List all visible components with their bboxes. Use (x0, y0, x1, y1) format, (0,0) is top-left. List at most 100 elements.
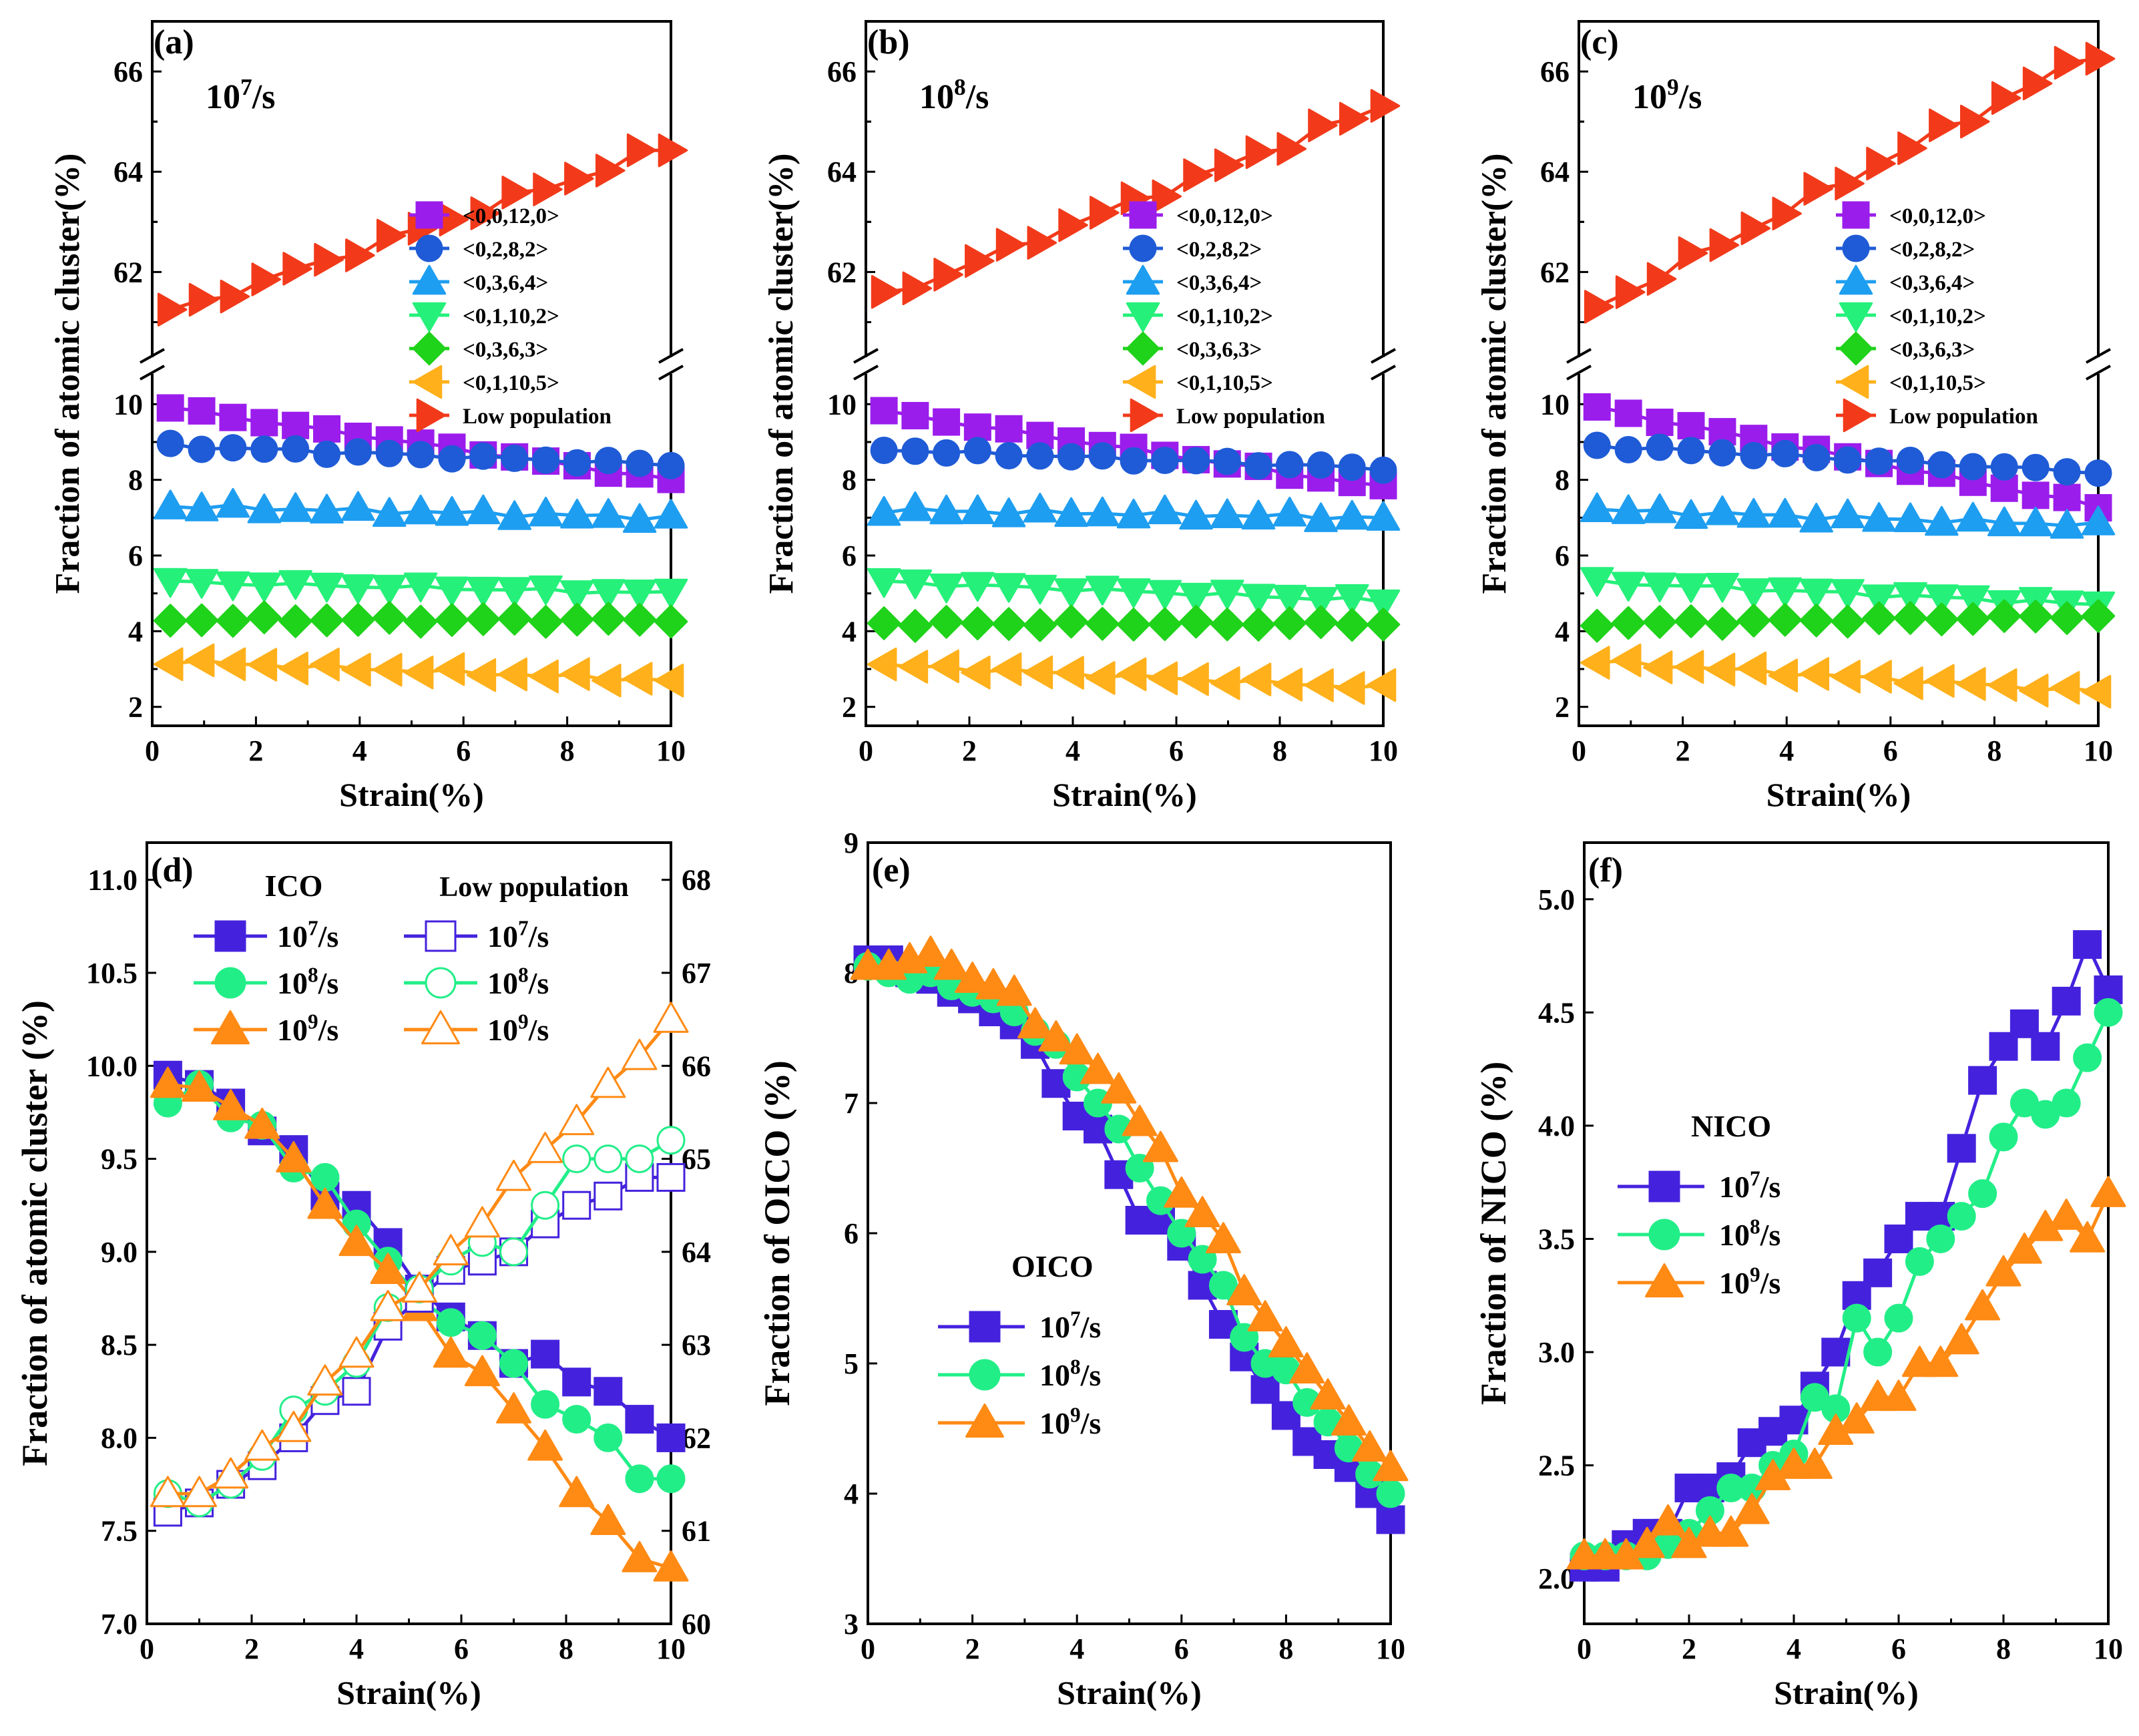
data-point (1614, 399, 1642, 427)
x-tick-label: 0 (140, 1633, 154, 1665)
data-point (1101, 1072, 1137, 1104)
data-point (1799, 657, 1829, 691)
axis-break-mark (1371, 365, 1396, 381)
data-point (1736, 578, 1771, 608)
data-point (370, 1289, 406, 1321)
data-point (1027, 226, 1057, 260)
data-point (344, 438, 372, 466)
data-point (1304, 502, 1338, 532)
data-point (963, 437, 991, 465)
data-point (1247, 1300, 1283, 1331)
data-point (898, 569, 933, 600)
data-point (1985, 1255, 2022, 1287)
data-point (1646, 262, 1677, 296)
y-tick-label: 62 (827, 256, 857, 288)
y-tick-label: 62 (113, 256, 143, 288)
data-point (1990, 453, 2018, 481)
data-point (991, 573, 1026, 603)
data-point (1862, 584, 1896, 614)
data-point (1642, 572, 1677, 603)
data-point (250, 435, 278, 463)
data-point (1768, 577, 1803, 608)
data-point (1308, 108, 1338, 142)
y-tick-label: 4.5 (1538, 996, 1575, 1029)
data-point (1893, 502, 1927, 532)
data-point (1615, 275, 1646, 309)
y-tick-label: 9.5 (101, 1143, 138, 1176)
data-point (1054, 604, 1088, 639)
data-point (497, 500, 531, 530)
data-point (313, 415, 341, 443)
data-point (593, 1144, 623, 1174)
legend-marker (1130, 398, 1160, 433)
data-point (1893, 582, 1927, 612)
data-point (1245, 135, 1276, 170)
data-point (247, 648, 278, 682)
data-point (653, 1002, 689, 1033)
x-tick-label: 2 (248, 734, 263, 767)
x-tick-label: 10 (656, 1633, 686, 1665)
data-point (276, 1141, 312, 1172)
data-point (1674, 573, 1708, 604)
data-point (933, 439, 961, 467)
data-point (562, 1190, 591, 1220)
x-tick-label: 6 (1891, 1633, 1906, 1665)
data-point (2085, 41, 2116, 76)
data-point (1678, 236, 1708, 270)
data-point (1734, 1492, 1770, 1524)
data-point (1241, 584, 1276, 614)
data-point (2048, 1199, 2084, 1230)
data-point (435, 603, 469, 637)
data-point (870, 437, 898, 465)
data-point (403, 572, 438, 603)
legend-label: 107/s (277, 917, 338, 953)
data-point (184, 643, 215, 678)
data-point (247, 493, 282, 523)
data-point (1583, 431, 1611, 459)
data-point (1925, 602, 1959, 636)
data-point (1366, 668, 1397, 702)
data-point (1740, 211, 1771, 246)
data-point (591, 579, 626, 609)
data-point (469, 442, 497, 470)
data-point (153, 604, 188, 638)
data-point (1803, 443, 1831, 471)
legend-label: <0,3,6,4> (463, 271, 548, 295)
legend-label: 108/s (1719, 1215, 1780, 1252)
x-tick-label: 4 (1779, 734, 1794, 767)
data-point (2052, 986, 2081, 1016)
data-point (898, 491, 933, 521)
x-tick-label: 0 (1577, 1633, 1592, 1665)
data-point (654, 663, 684, 698)
data-point (282, 411, 310, 439)
data-point (559, 1476, 595, 1508)
data-point (1151, 447, 1179, 475)
x-tick-label: 8 (1278, 1633, 1293, 1665)
data-point (2050, 601, 2084, 635)
data-point (531, 1339, 560, 1369)
data-point (1896, 447, 1924, 475)
legend-label: Low population (463, 405, 612, 429)
data-point (594, 447, 622, 475)
data-point (1709, 228, 1740, 262)
data-point (1307, 451, 1335, 479)
data-point (219, 434, 247, 462)
data-point (531, 1389, 560, 1419)
legend-label: 109/s (277, 1010, 338, 1047)
data-point (310, 493, 344, 524)
y2-tick-label: 62 (682, 1422, 711, 1454)
data-point (1863, 1258, 1893, 1287)
y2-tick-label: 60 (682, 1608, 711, 1641)
data-point (591, 663, 622, 698)
data-point (1276, 451, 1304, 479)
y-tick-label: 7.0 (101, 1608, 138, 1641)
data-point (975, 968, 1011, 1000)
data-point (1241, 499, 1276, 529)
axis-frame-top (1578, 20, 2100, 357)
data-point (533, 172, 563, 206)
data-point (433, 1234, 469, 1266)
legend-marker (1839, 264, 1873, 295)
y-tick-label: 2 (128, 691, 143, 724)
panel-label: (c) (1580, 23, 1619, 61)
